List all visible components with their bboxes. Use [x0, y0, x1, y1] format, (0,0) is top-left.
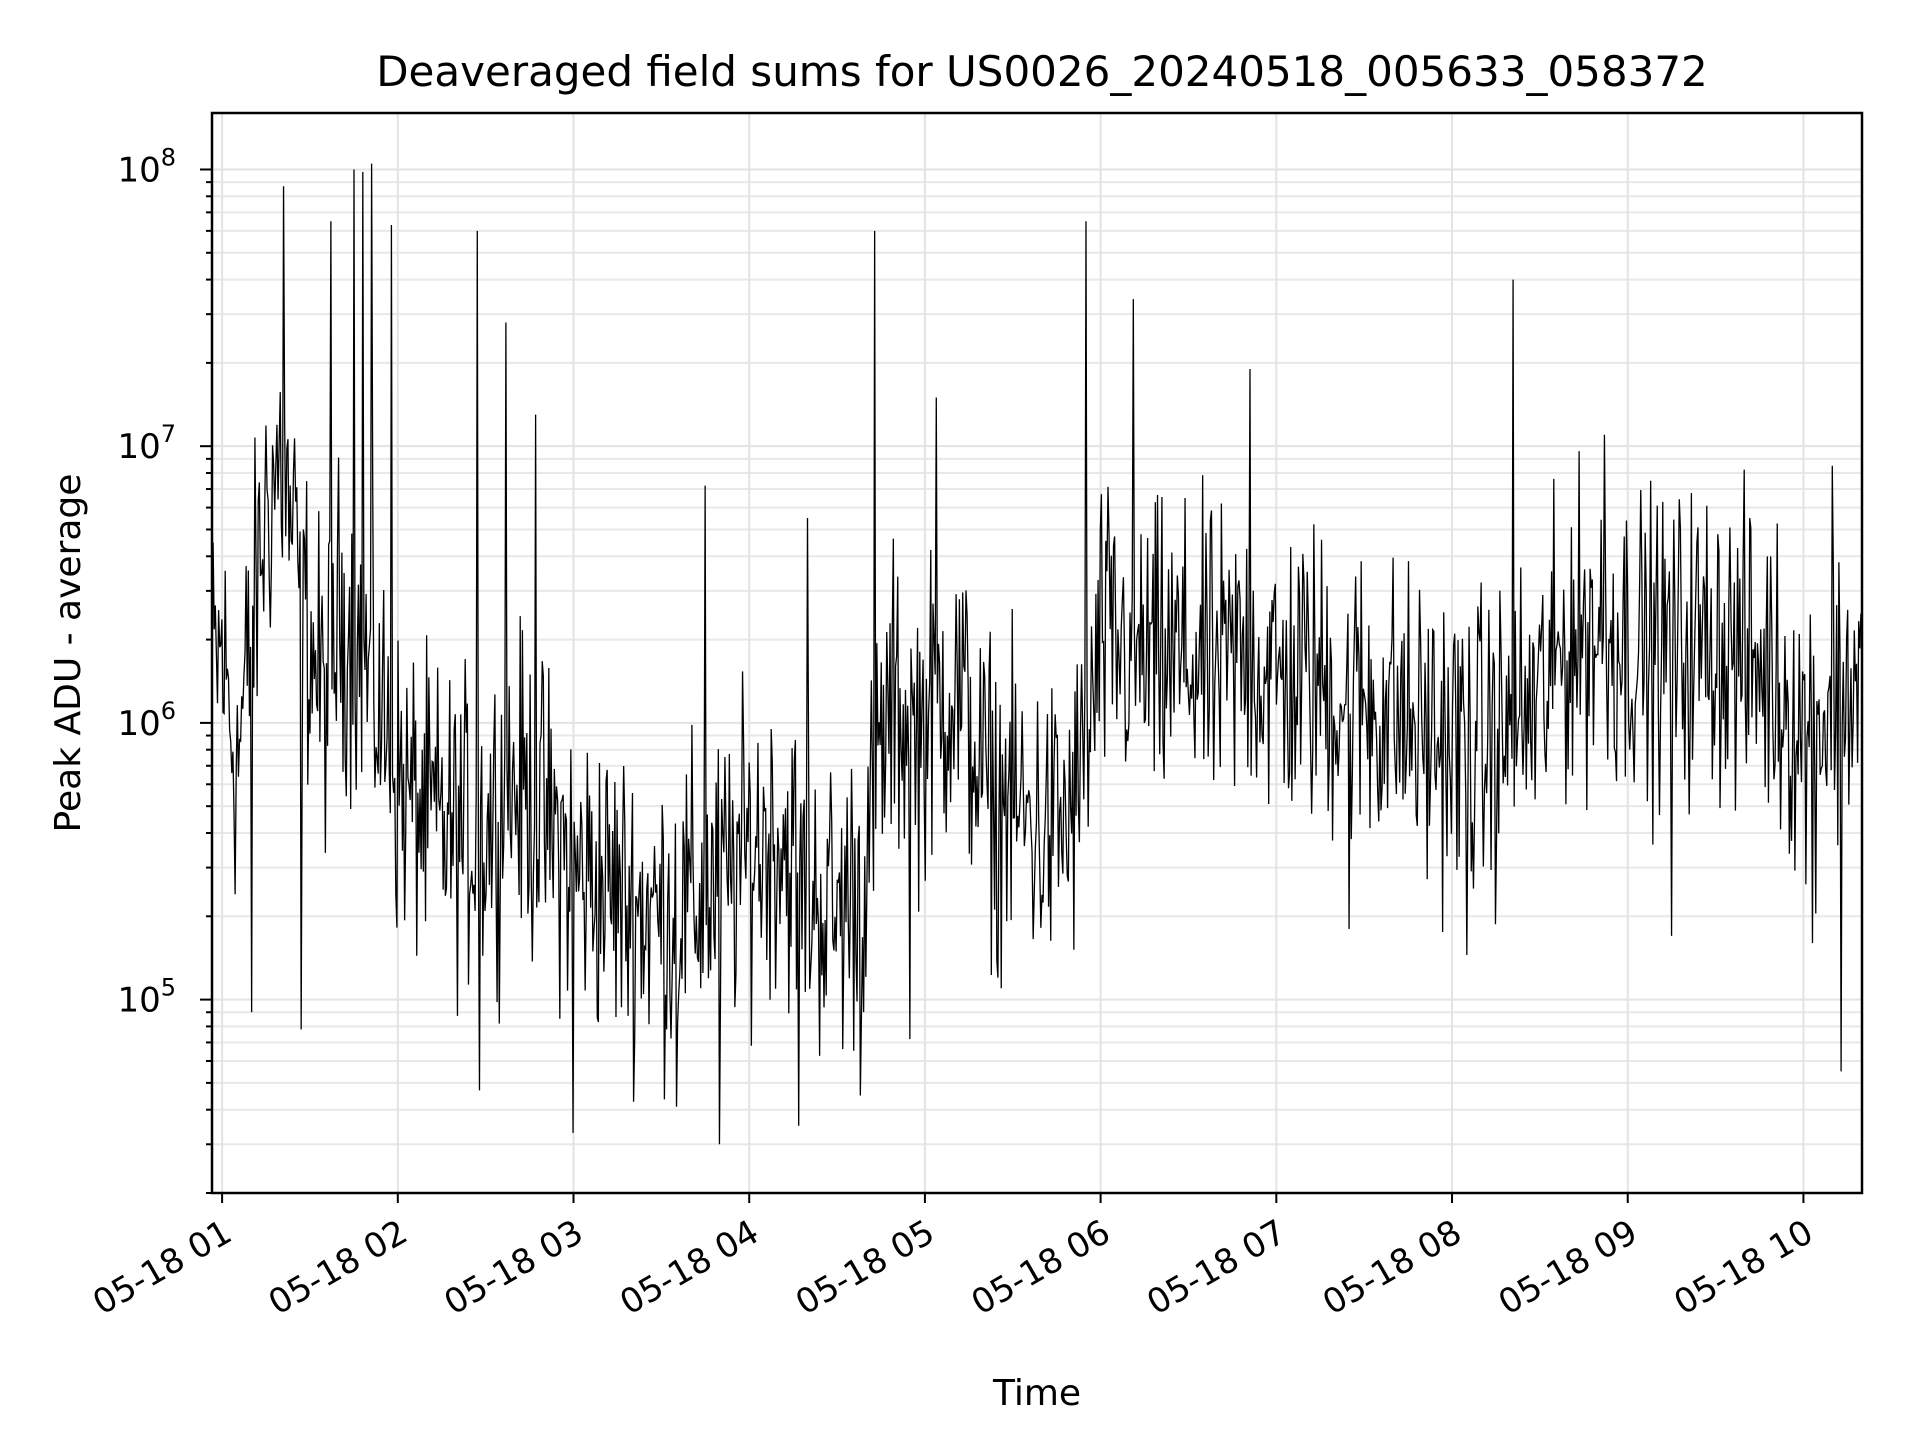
x-axis-ticks: 05-18 01 05-18 02 05-18 03 05-18 04 05-18 05…: [86, 1193, 1820, 1323]
y-tick-label: 108: [117, 143, 176, 190]
x-tick-label: 05-18 01: [86, 1212, 238, 1323]
series-line: [211, 163, 1863, 1145]
x-tick-label: 05-18 06: [965, 1212, 1117, 1323]
y-tick-label: 106: [117, 697, 176, 744]
series-layer: [211, 163, 1863, 1145]
x-tick-label: 05-18 08: [1316, 1212, 1468, 1323]
y-tick-label: 107: [117, 420, 176, 467]
x-tick-label: 05-18 07: [1140, 1212, 1292, 1323]
y-axis-label: Peak ADU - average: [48, 474, 89, 833]
x-tick-label: 05-18 10: [1668, 1212, 1820, 1323]
y-tick-label: 105: [117, 974, 176, 1021]
chart-title: Deaveraged field sums for US0026_2024051…: [376, 47, 1708, 96]
x-tick-label: 05-18 04: [613, 1212, 765, 1323]
x-axis-label: Time: [992, 1373, 1081, 1414]
y-axis-ticks: 105 106 107 108: [117, 143, 212, 1194]
x-tick-label: 05-18 09: [1492, 1212, 1644, 1323]
x-tick-label: 05-18 03: [438, 1212, 590, 1323]
grid: [212, 113, 1862, 1194]
x-tick-label: 05-18 02: [262, 1212, 414, 1323]
x-tick-label: 05-18 05: [789, 1212, 941, 1323]
plot-frame: [210, 111, 1864, 1195]
